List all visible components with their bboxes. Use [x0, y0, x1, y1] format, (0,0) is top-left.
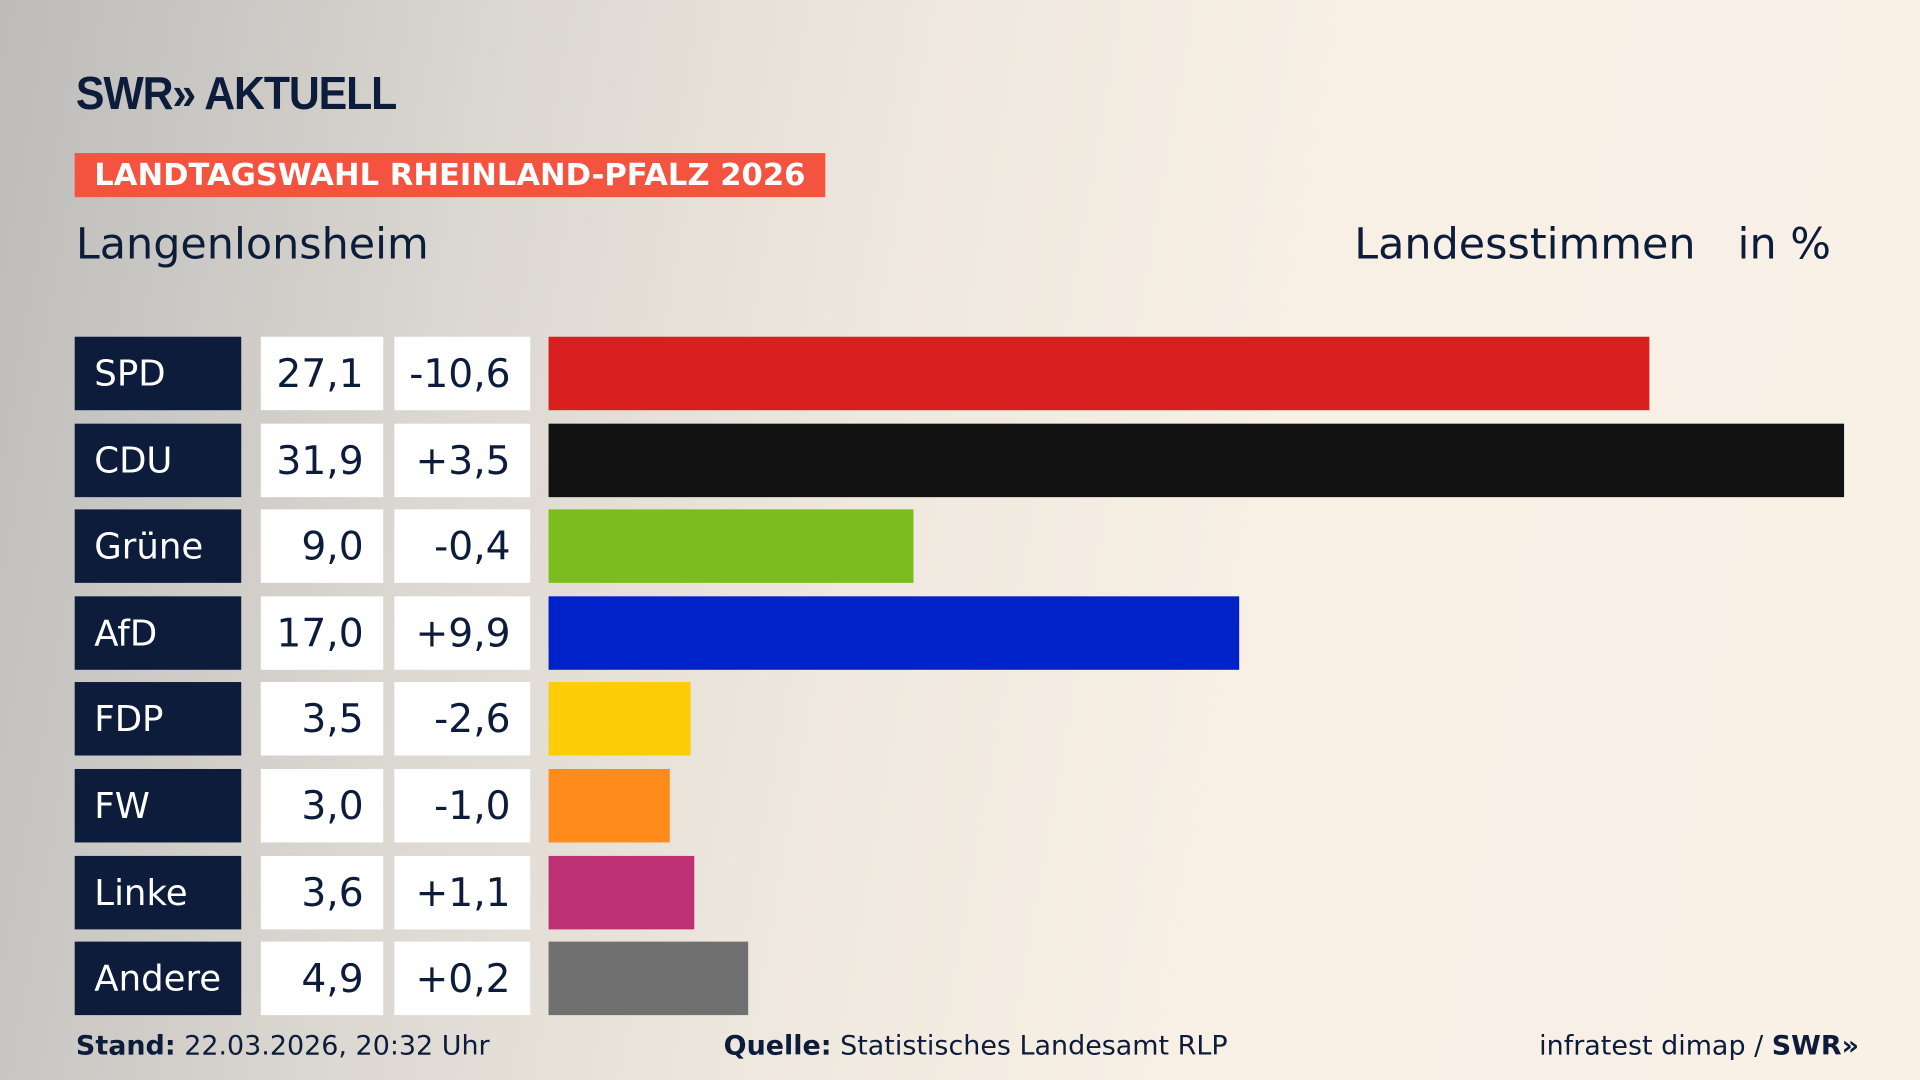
- diff-label: +9,9: [394, 596, 531, 670]
- bar: [548, 682, 691, 756]
- bar: [548, 336, 1650, 411]
- quelle-value: Statistisches Landesamt RLP: [840, 1031, 1228, 1062]
- value-label: 31,9: [260, 423, 384, 497]
- election-badge: LANDTAGSWAHL RHEINLAND-PFALZ 2026: [74, 153, 826, 198]
- party-label: FW: [74, 768, 242, 843]
- party-label: CDU: [74, 423, 242, 497]
- party-label: FDP: [74, 682, 242, 756]
- bar: [548, 423, 1845, 497]
- party-label: Linke: [74, 855, 242, 929]
- stand-label: Stand:: [75, 1031, 176, 1062]
- value-label: 27,1: [260, 336, 384, 411]
- stand: Stand: 22.03.2026, 20:32 Uhr: [76, 1031, 490, 1062]
- place-title: Langenlonsheim: [75, 220, 429, 270]
- bar: [548, 509, 915, 584]
- swr-logo-small: SWR»: [1771, 1031, 1860, 1062]
- diff-label: +1,1: [394, 855, 531, 929]
- diff-label: +0,2: [394, 941, 531, 1016]
- diff-label: -0,4: [394, 509, 531, 584]
- credit: infratest dimap / SWR»: [1539, 1031, 1859, 1062]
- diff-label: -10,6: [394, 336, 531, 411]
- diff-label: +3,5: [394, 423, 531, 497]
- party-label: SPD: [74, 336, 242, 411]
- bar: [548, 596, 1239, 670]
- bar: [548, 855, 695, 929]
- diff-label: -1,0: [394, 768, 531, 843]
- value-label: 3,0: [260, 768, 384, 843]
- value-label: 9,0: [260, 509, 384, 584]
- value-label: 3,6: [260, 855, 384, 929]
- party-label: Andere: [74, 941, 242, 1016]
- quelle-label: Quelle:: [723, 1031, 832, 1062]
- value-label: 3,5: [260, 682, 384, 756]
- stand-value: 22.03.2026, 20:32 Uhr: [184, 1031, 490, 1062]
- value-label: 17,0: [260, 596, 384, 670]
- diff-label: -2,6: [394, 682, 531, 756]
- party-label: AfD: [74, 596, 242, 670]
- vote-type-label: Landesstimmen: [1354, 220, 1696, 270]
- unit-label: in %: [1737, 220, 1831, 270]
- quelle: Quelle: Statistisches Landesamt RLP: [724, 1031, 1228, 1062]
- credit-text: infratest dimap /: [1539, 1031, 1772, 1062]
- party-label: Grüne: [74, 509, 242, 584]
- bar: [548, 941, 748, 1016]
- swr-aktuell-logo: SWR» AKTUELL: [75, 68, 397, 121]
- bar: [548, 768, 671, 843]
- value-label: 4,9: [260, 941, 384, 1016]
